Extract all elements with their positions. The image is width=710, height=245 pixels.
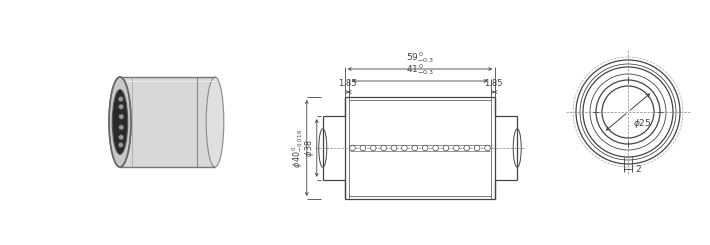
- Circle shape: [443, 145, 449, 151]
- Circle shape: [119, 142, 124, 147]
- Circle shape: [119, 104, 124, 109]
- Text: $\phi\,40^{\,0}_{-0.016}$: $\phi\,40^{\,0}_{-0.016}$: [290, 128, 305, 168]
- Text: 1.85: 1.85: [484, 79, 502, 88]
- Circle shape: [119, 135, 124, 140]
- Circle shape: [422, 145, 428, 151]
- Circle shape: [381, 145, 386, 151]
- Circle shape: [360, 145, 366, 151]
- Text: $41^{\,0}_{-0.3}$: $41^{\,0}_{-0.3}$: [406, 62, 434, 77]
- Circle shape: [402, 145, 408, 151]
- Ellipse shape: [109, 77, 131, 167]
- Circle shape: [350, 145, 355, 151]
- Text: 2: 2: [635, 164, 640, 173]
- Text: $\phi\,38$: $\phi\,38$: [302, 139, 316, 157]
- Text: $59^{\,0}_{-0.3}$: $59^{\,0}_{-0.3}$: [406, 50, 434, 65]
- Circle shape: [371, 145, 376, 151]
- Circle shape: [412, 145, 417, 151]
- Circle shape: [464, 145, 469, 151]
- Circle shape: [119, 125, 124, 130]
- Circle shape: [454, 145, 459, 151]
- Bar: [120, 77, 215, 167]
- Circle shape: [433, 145, 438, 151]
- Circle shape: [474, 145, 480, 151]
- Circle shape: [119, 97, 124, 102]
- Text: $\phi25$: $\phi25$: [633, 117, 652, 130]
- Circle shape: [391, 145, 397, 151]
- Ellipse shape: [206, 77, 224, 167]
- Ellipse shape: [112, 90, 128, 154]
- Circle shape: [119, 114, 124, 119]
- Text: 1.85: 1.85: [338, 79, 356, 88]
- Circle shape: [485, 145, 491, 151]
